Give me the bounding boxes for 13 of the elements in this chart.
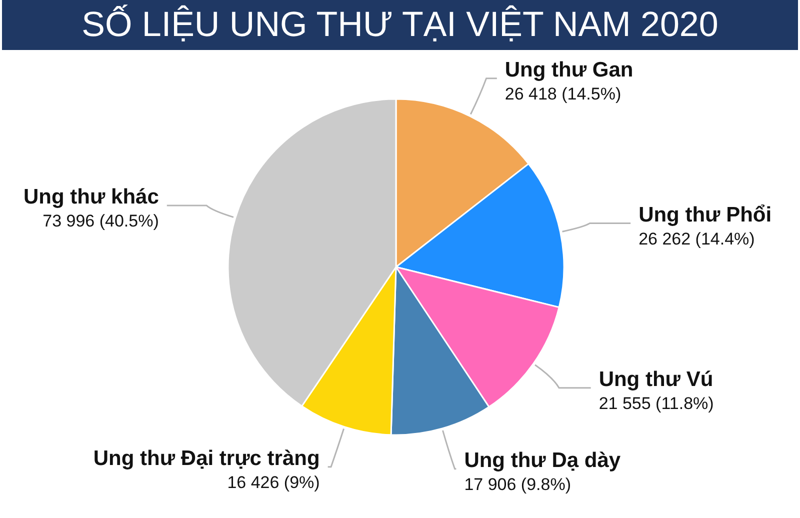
- data-label: 21 555 (11.8%): [598, 394, 714, 413]
- data-label: 26 262 (14.4%): [638, 229, 755, 248]
- data-label: 17 906 (9.8%): [464, 474, 571, 494]
- data-label: 16 426 (9%): [227, 472, 320, 492]
- slice-label: Ung thư Phổi: [638, 203, 772, 226]
- chart-title: SỐ LIỆU UNG THƯ TẠI VIỆT NAM 2020: [2, 0, 798, 50]
- slice-label: Ung thư khác: [24, 185, 160, 208]
- data-label: 26 418 (14.5%): [504, 84, 622, 104]
- slice-label: Ung thư Gan: [504, 58, 634, 82]
- data-label: 73 996 (40.5%): [42, 211, 159, 230]
- slice-label: Ung thư Vú: [598, 368, 714, 391]
- slice-label: Ung thư Dạ dày: [464, 448, 621, 472]
- slice-label: Ung thư Đại trực tràng: [93, 446, 320, 470]
